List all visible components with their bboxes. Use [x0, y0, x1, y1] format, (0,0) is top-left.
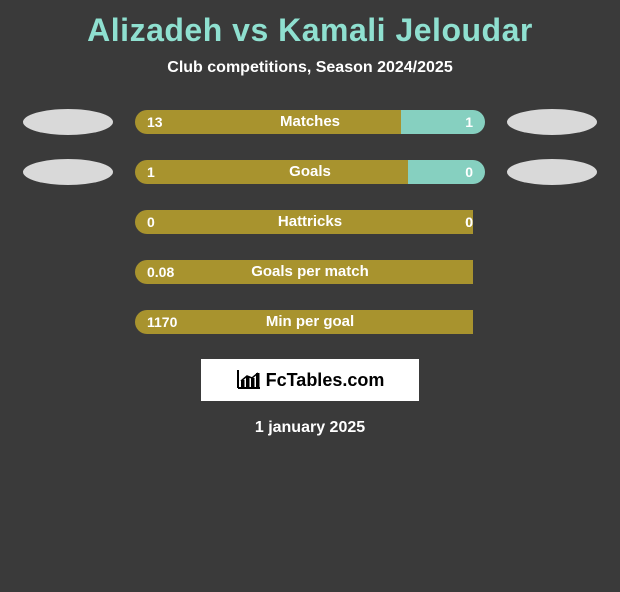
stat-row: 131Matches [0, 109, 620, 135]
stat-bar-right [473, 310, 485, 334]
bar-chart-icon [236, 370, 260, 390]
logo-text: FcTables.com [266, 370, 385, 391]
stat-rows: 131Matches10Goals00Hattricks00.08Goals p… [0, 109, 620, 335]
stat-row: 10Goals [0, 159, 620, 185]
stat-bar-track: 131Matches [135, 110, 485, 134]
stat-bar-left: 1 [135, 160, 408, 184]
stat-bar-left: 13 [135, 110, 401, 134]
stat-bar-right: 0 [408, 160, 485, 184]
season-subtitle: Club competitions, Season 2024/2025 [0, 59, 620, 77]
stat-right-value: 1 [465, 114, 473, 130]
stat-row: 00Hattricks0 [0, 209, 620, 235]
left-player-marker [23, 109, 113, 135]
stat-right-value: 0 [465, 164, 473, 180]
stat-right-value: 0 [465, 210, 473, 234]
stat-left-value: 0.08 [147, 264, 174, 280]
left-player-marker [23, 159, 113, 185]
snapshot-date: 1 january 2025 [0, 419, 620, 437]
stat-bar-left: 0.08 [135, 260, 473, 284]
stat-left-value: 13 [147, 114, 163, 130]
right-player-marker [507, 159, 597, 185]
stat-row: 0.08Goals per match [0, 259, 620, 285]
stat-row: 1170Min per goal [0, 309, 620, 335]
stat-bar-track: 1170Min per goal [135, 310, 485, 334]
stat-bar-right: 1 [401, 110, 485, 134]
stat-bar-track: 10Goals [135, 160, 485, 184]
stat-bar-track: 0.08Goals per match [135, 260, 485, 284]
stat-bar-track: 00Hattricks0 [135, 210, 485, 234]
stat-left-value: 0 [147, 214, 155, 230]
stat-bar-right: 0 [473, 210, 485, 234]
stat-bar-left: 1170 [135, 310, 473, 334]
stat-bar-right [473, 260, 485, 284]
stat-left-value: 1 [147, 164, 155, 180]
logo-box: FcTables.com [201, 359, 419, 401]
stat-left-value: 1170 [147, 314, 177, 330]
right-player-marker [507, 109, 597, 135]
comparison-title: Alizadeh vs Kamali Jeloudar [0, 12, 620, 49]
stat-bar-left: 0 [135, 210, 473, 234]
